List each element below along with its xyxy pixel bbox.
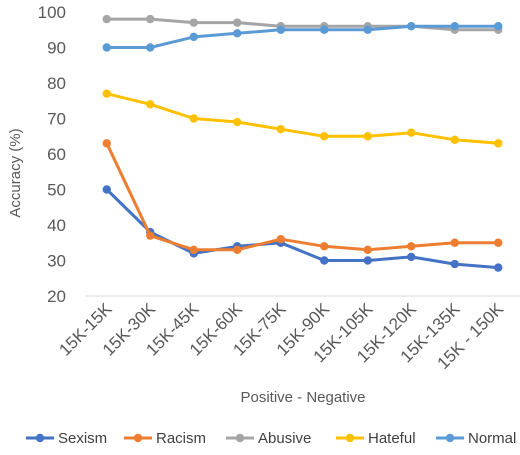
data-point	[146, 14, 155, 24]
y-axis-ticks: 20 30 40 50 60 70 80 90 100	[38, 3, 66, 306]
legend-label: Racism	[156, 430, 206, 447]
x-axis-ticks: 15K-15K15K-30K15K-45K15K-60K15K-75K15K-9…	[55, 299, 507, 373]
legend-swatch-marker	[445, 433, 455, 443]
series-layer	[102, 14, 503, 272]
data-point	[146, 100, 155, 109]
data-point	[320, 25, 329, 34]
data-point	[407, 128, 416, 137]
series-line-racism	[105, 141, 500, 252]
legend-label: Sexism	[58, 430, 107, 447]
legend-item-hateful: Hateful	[336, 430, 416, 447]
data-point	[407, 22, 416, 31]
data-point	[102, 89, 111, 98]
data-point	[102, 139, 111, 148]
data-point	[363, 245, 372, 255]
legend-swatch-marker	[133, 433, 143, 443]
data-point	[450, 22, 459, 31]
data-point	[146, 231, 155, 240]
legend-swatch-marker	[35, 433, 45, 443]
data-point	[146, 43, 155, 52]
data-point	[189, 114, 198, 123]
y-tick-label: 20	[47, 287, 66, 306]
data-point	[450, 135, 459, 144]
data-point	[320, 256, 329, 265]
legend-item-racism: Racism	[124, 430, 206, 447]
legend-label: Hateful	[368, 430, 416, 447]
data-point	[320, 242, 329, 251]
series-line-hateful	[105, 92, 500, 145]
data-point	[233, 29, 242, 38]
series-racism	[102, 139, 503, 255]
data-point	[102, 185, 111, 194]
data-point	[189, 245, 198, 255]
legend-label: Abusive	[258, 430, 311, 447]
legend-item-sexism: Sexism	[26, 430, 107, 447]
data-point	[450, 238, 459, 247]
data-point	[276, 124, 285, 134]
series-line-sexism	[105, 188, 500, 270]
data-point	[233, 18, 242, 27]
data-point	[102, 14, 111, 24]
data-point	[189, 18, 198, 27]
data-point	[189, 32, 198, 42]
data-point	[407, 252, 416, 262]
y-tick-label: 40	[47, 216, 66, 235]
y-tick-label: 90	[47, 39, 66, 58]
series-sexism	[102, 185, 503, 272]
series-hateful	[102, 89, 503, 148]
data-point	[320, 132, 329, 141]
x-axis-title: Positive - Negative	[240, 389, 365, 406]
series-line-normal	[105, 24, 500, 49]
data-point	[494, 238, 503, 247]
series-normal	[102, 22, 503, 52]
data-point	[276, 235, 285, 244]
legend: Sexism Racism Abusive Hateful Normal	[26, 430, 516, 447]
data-point	[450, 259, 459, 269]
y-axis-title: Accuracy (%)	[7, 128, 24, 217]
data-point	[102, 43, 111, 52]
data-point	[494, 263, 503, 272]
data-point	[363, 25, 372, 34]
legend-swatch-marker	[235, 433, 245, 443]
data-point	[363, 256, 372, 265]
y-tick-label: 70	[47, 110, 66, 129]
legend-swatch-marker	[345, 433, 355, 443]
y-tick-label: 30	[47, 252, 66, 271]
data-point	[407, 242, 416, 251]
legend-label: Normal	[468, 430, 516, 447]
data-point	[363, 132, 372, 141]
data-point	[276, 25, 285, 34]
data-point	[233, 245, 242, 255]
y-tick-label: 100	[38, 3, 66, 22]
legend-item-normal: Normal	[436, 430, 516, 447]
y-tick-label: 60	[47, 145, 66, 164]
y-tick-label: 50	[47, 181, 66, 200]
legend-item-abusive: Abusive	[226, 430, 311, 447]
series-line-abusive	[105, 17, 500, 32]
data-point	[233, 117, 242, 127]
y-tick-label: 80	[47, 74, 66, 93]
data-point	[494, 22, 503, 31]
data-point	[494, 139, 503, 148]
